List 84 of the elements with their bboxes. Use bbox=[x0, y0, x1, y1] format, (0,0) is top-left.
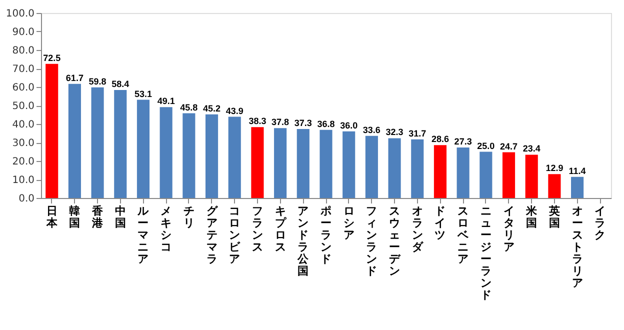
x-tick-label: ルーマニア bbox=[136, 204, 150, 266]
data-label: 11.4 bbox=[568, 166, 586, 176]
x-tick-label: オーストラリア bbox=[572, 204, 583, 290]
bar bbox=[548, 174, 561, 198]
bar bbox=[136, 100, 150, 198]
data-label: 58.4 bbox=[112, 78, 130, 89]
bar bbox=[91, 87, 104, 198]
data-label: 38.3 bbox=[248, 116, 266, 126]
bar bbox=[456, 147, 470, 198]
bar bbox=[411, 139, 424, 198]
data-label: 53.1 bbox=[134, 88, 152, 99]
data-label: 36.8 bbox=[317, 118, 335, 129]
data-label: 33.6 bbox=[362, 124, 380, 135]
y-tick-label: 90.0 bbox=[12, 27, 34, 38]
x-tick-label: スウェーデン bbox=[389, 204, 402, 278]
data-label: 61.7 bbox=[66, 72, 84, 83]
bar bbox=[114, 90, 127, 198]
bar bbox=[434, 145, 447, 198]
y-tick-label: 30.0 bbox=[12, 138, 34, 149]
x-tick-label: 米国 bbox=[525, 204, 538, 230]
x-tick-label: 英国 bbox=[548, 204, 560, 230]
data-label: 12.9 bbox=[546, 163, 564, 174]
x-tick-label: イラク bbox=[594, 204, 606, 242]
bar bbox=[320, 130, 332, 198]
data-label: 45.2 bbox=[203, 103, 221, 114]
x-tick-label: フィンランド bbox=[366, 204, 378, 278]
y-tick-label: 60.0 bbox=[12, 82, 34, 94]
data-label: 27.3 bbox=[454, 136, 472, 146]
data-label: 72.5 bbox=[43, 52, 61, 63]
x-tick-label: アンドラ公国 bbox=[296, 204, 310, 278]
bar bbox=[388, 138, 401, 198]
bar bbox=[46, 64, 58, 198]
bar bbox=[365, 136, 378, 198]
x-tick-label: フランス bbox=[252, 204, 263, 254]
x-tick-label: グアテマラ bbox=[206, 204, 218, 266]
x-tick-label: ロシア bbox=[343, 204, 354, 242]
data-label: 49.1 bbox=[157, 96, 175, 106]
y-tick-label: 70.0 bbox=[12, 64, 34, 75]
data-label: 31.7 bbox=[408, 128, 426, 138]
bar bbox=[182, 113, 196, 198]
y-tick-label: 80.0 bbox=[12, 46, 34, 56]
bar bbox=[296, 128, 310, 198]
y-tick-label: 50.0 bbox=[12, 101, 34, 112]
data-label: 43.9 bbox=[226, 106, 244, 116]
bar bbox=[571, 176, 584, 198]
data-label: 24.7 bbox=[500, 141, 518, 152]
x-tick-label: 日本 bbox=[45, 204, 58, 230]
bar bbox=[160, 107, 172, 198]
y-tick-label: 10.0 bbox=[12, 175, 34, 186]
bar bbox=[525, 154, 538, 198]
data-label: 37.3 bbox=[294, 118, 312, 128]
data-label: 37.8 bbox=[272, 117, 290, 128]
data-label: 59.8 bbox=[88, 76, 106, 86]
bar bbox=[228, 116, 241, 198]
data-label: 36.0 bbox=[340, 120, 358, 130]
x-tick-label: メキシコ bbox=[160, 204, 172, 254]
data-label: 32.3 bbox=[386, 127, 404, 138]
y-tick-label: 40.0 bbox=[12, 120, 34, 130]
bar bbox=[68, 84, 81, 198]
x-tick-label: ドイツ bbox=[434, 204, 446, 242]
y-tick-label: 20.0 bbox=[12, 156, 34, 168]
data-label: 45.8 bbox=[180, 102, 198, 112]
x-tick-label: イタリア bbox=[503, 204, 514, 254]
bar bbox=[274, 128, 287, 198]
x-tick-label: 香港 bbox=[91, 204, 104, 230]
x-tick-label: コロンビア bbox=[229, 204, 242, 266]
bar bbox=[342, 131, 356, 198]
x-tick-label: 韓国 bbox=[69, 204, 80, 230]
y-tick-label: 0.0 bbox=[18, 194, 34, 204]
bar bbox=[251, 127, 264, 198]
data-label: 25.0 bbox=[477, 140, 495, 151]
x-tick-label: キプロス bbox=[274, 204, 287, 254]
x-tick-label: ニュージーランド bbox=[480, 204, 492, 302]
bar bbox=[480, 152, 492, 198]
data-label: 28.6 bbox=[431, 134, 449, 144]
x-tick-label: スロベニア bbox=[456, 204, 470, 266]
x-tick-label: 中国 bbox=[114, 204, 126, 230]
data-label: 23.4 bbox=[522, 144, 540, 154]
x-tick-label: オランダ bbox=[412, 204, 424, 254]
bar bbox=[502, 152, 516, 198]
bar bbox=[205, 114, 218, 198]
y-tick-label: 100.0 bbox=[6, 8, 34, 20]
x-tick-label: チリ bbox=[183, 204, 194, 230]
x-tick-label: ポーランド bbox=[320, 204, 332, 266]
